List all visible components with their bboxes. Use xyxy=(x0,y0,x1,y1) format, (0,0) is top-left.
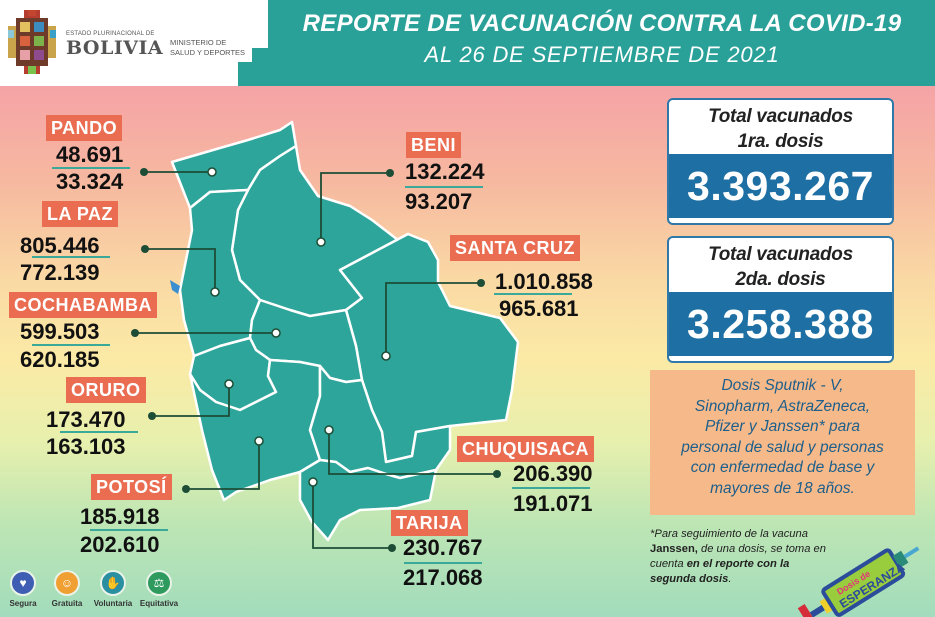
vaccine-values: ♥ Segura ☺ Gratuita ✋ Voluntaria ⚖ Equit… xyxy=(5,570,185,615)
value-voluntaria: ✋ Voluntaria xyxy=(89,570,137,608)
scales-icon: ⚖ xyxy=(146,570,172,596)
value-label: Gratuita xyxy=(51,599,83,608)
note-bold: en el reporte con la segunda dosis xyxy=(650,558,790,585)
info-line: personal de salud y personas xyxy=(681,438,884,456)
info-line: con enfermedad de base y xyxy=(690,459,875,476)
dept-dose2: 33.324 xyxy=(56,169,124,194)
divider xyxy=(32,256,110,258)
divider xyxy=(494,293,572,295)
dept-dose2: 93.207 xyxy=(405,189,473,214)
dept-name-badge: POTOSÍ xyxy=(91,474,172,500)
value-label: Segura xyxy=(9,599,37,608)
divider xyxy=(60,431,138,433)
note-text: . xyxy=(728,573,732,585)
divider xyxy=(52,167,130,169)
divider xyxy=(512,487,590,489)
dept-name-badge: CHUQUISACA xyxy=(457,436,595,462)
dept-name-badge: ORURO xyxy=(66,377,146,403)
raised-hand-icon: ✋ xyxy=(100,570,126,596)
dept-dose1: 185.918 xyxy=(80,504,160,529)
value-label: Equitativa xyxy=(139,599,179,608)
country-name: BOLIVIA xyxy=(66,37,164,59)
info-line: Sinopharm, AstraZeneca, xyxy=(694,397,871,415)
dept-dose1: 599.503 xyxy=(20,319,100,344)
divider xyxy=(90,529,168,531)
dept-name-badge: BENI xyxy=(406,132,462,158)
dept-name-badge: PANDO xyxy=(46,115,123,141)
dept-dose2: 191.071 xyxy=(513,491,593,516)
dept-dose2: 217.068 xyxy=(403,565,483,590)
report-date: AL 26 DE SEPTIEMBRE DE 2021 xyxy=(424,42,780,67)
chakana-logo-icon xyxy=(8,10,56,74)
dept-dose1: 805.446 xyxy=(20,233,100,258)
dept-dose1: 132.224 xyxy=(405,159,485,184)
dept-dose1: 48.691 xyxy=(56,142,124,167)
total-first-dose-label: Total vacunados 1ra. dosis xyxy=(669,100,892,154)
label-line2: 2da. dosis xyxy=(735,269,826,290)
dept-dose1: 173.470 xyxy=(46,407,126,432)
divider xyxy=(404,562,482,564)
dept-name-badge: TARIJA xyxy=(391,510,468,536)
ministry-name: MINISTERIO DE SALUD Y DEPORTES xyxy=(170,38,245,58)
value-segura: ♥ Segura xyxy=(0,570,47,608)
header-step xyxy=(252,0,268,48)
dept-name-badge: COCHABAMBA xyxy=(9,292,157,318)
value-equitativa: ⚖ Equitativa xyxy=(135,570,183,608)
note-text: de una dosis, se toma en cuenta xyxy=(650,543,827,570)
dept-name-badge: SANTA CRUZ xyxy=(450,235,580,261)
dept-dose2: 620.185 xyxy=(20,347,100,372)
value-gratuita: ☺ Gratuita xyxy=(43,570,91,608)
total-second-dose-value: 3.258.388 xyxy=(669,292,892,356)
vaccine-info-box: Dosis Sputnik - V, Sinopharm, AstraZenec… xyxy=(650,370,915,515)
note-bold: Janssen, xyxy=(650,543,698,555)
smile-coin-icon: ☺ xyxy=(54,570,80,596)
total-second-dose-card: Total vacunados 2da. dosis 3.258.388 xyxy=(667,236,894,363)
dept-dose2: 202.610 xyxy=(80,532,160,557)
info-line: mayores de 18 años. xyxy=(710,479,855,497)
dept-dose2: 772.139 xyxy=(20,260,100,285)
total-first-dose-card: Total vacunados 1ra. dosis 3.393.267 xyxy=(667,98,894,225)
divider xyxy=(32,344,110,346)
label-line1: Total vacunados xyxy=(708,106,853,127)
syringe-dosis-esperanza-icon: Dosis de ESPERANZA xyxy=(797,546,920,617)
dept-dose1: 1.010.858 xyxy=(495,269,593,294)
lake-titicaca-icon xyxy=(170,280,180,294)
ministry-line2: SALUD Y DEPORTES xyxy=(170,48,246,57)
divider xyxy=(405,186,483,188)
dept-name-badge: LA PAZ xyxy=(42,201,118,227)
header-step xyxy=(252,48,268,86)
header-step xyxy=(238,62,252,86)
total-second-dose-label: Total vacunados 2da. dosis xyxy=(669,238,892,292)
dept-dose1: 206.390 xyxy=(513,461,593,486)
janssen-footnote: *Para seguimiento de la vacuna Janssen, … xyxy=(650,527,830,587)
label-line1: Total vacunados xyxy=(708,244,853,265)
note-text: *Para seguimiento de la vacuna xyxy=(650,528,808,540)
total-first-dose-value: 3.393.267 xyxy=(669,154,892,218)
info-line: Dosis Sputnik - V, xyxy=(721,377,844,394)
label-line2: 1ra. dosis xyxy=(737,131,824,152)
report-title: REPORTE DE VACUNACIÓN CONTRA LA COVID-19 xyxy=(302,10,902,37)
dept-dose2: 163.103 xyxy=(46,434,126,459)
vaccine-info-text: Dosis Sputnik - V, Sinopharm, AstraZenec… xyxy=(650,370,915,499)
dept-dose2: 965.681 xyxy=(499,296,579,321)
estado-text: ESTADO PLURINACIONAL DE xyxy=(66,31,155,37)
ministry-line1: MINISTERIO DE xyxy=(170,38,227,47)
shield-heart-icon: ♥ xyxy=(10,570,36,596)
dept-dose1: 230.767 xyxy=(403,535,483,560)
value-label: Voluntaria xyxy=(93,599,133,608)
info-line: Pfizer y Janssen* para xyxy=(704,418,861,435)
